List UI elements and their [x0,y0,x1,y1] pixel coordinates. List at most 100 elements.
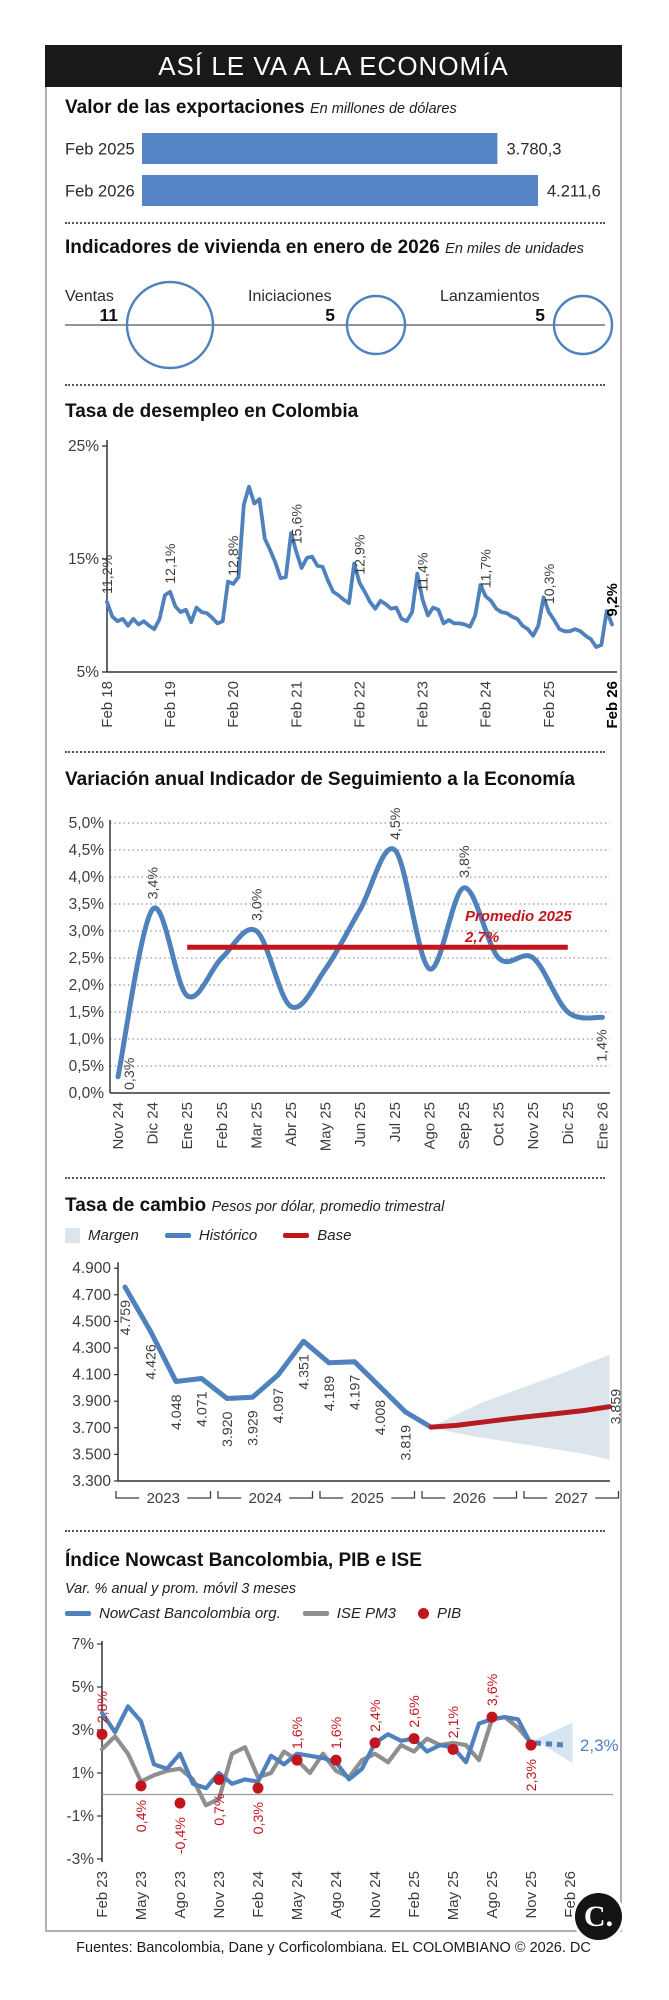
svg-text:Abr 25: Abr 25 [283,1102,300,1146]
svg-text:11,7%: 11,7% [479,549,495,589]
svg-text:4.211,6: 4.211,6 [547,183,601,201]
fx-legend-margen-label: Margen [88,1227,139,1244]
svg-text:12,8%: 12,8% [226,535,242,576]
svg-text:-0,4%: -0,4% [173,1817,189,1854]
ise-line-chart: 5,0% 4,5% 4,0% 3,5% 3,0% 2,5% 2,0% 1,5% 1,0% 0,5%… [69,807,612,1151]
pib-dot-swatch [417,1608,429,1619]
svg-text:Ene 26: Ene 26 [594,1102,611,1150]
svg-text:-1%: -1% [66,1808,94,1825]
svg-text:0,0%: 0,0% [69,1085,105,1102]
svg-text:Ventas: Ventas [65,288,114,305]
svg-text:2024: 2024 [249,1490,282,1507]
svg-text:Jun 25: Jun 25 [352,1102,369,1147]
nowcast-legend-ise-label: ISE PM3 [336,1605,396,1622]
svg-text:May 23: May 23 [133,1871,150,1920]
svg-text:Promedio 2025: Promedio 2025 [465,908,572,925]
ise-title: Variación anual Indicador de Seguimiento… [65,769,575,790]
nowcast-line-swatch [65,1611,91,1616]
svg-text:3,0%: 3,0% [249,888,265,921]
svg-text:4.300: 4.300 [72,1340,111,1357]
svg-text:3,8%: 3,8% [457,845,473,878]
nowcast-legend-pib: PIB [417,1605,462,1622]
svg-text:2,0%: 2,0% [69,977,105,994]
svg-text:3,4%: 3,4% [146,867,162,900]
svg-text:4,5%: 4,5% [388,807,404,840]
svg-text:12,1%: 12,1% [163,543,179,584]
svg-text:Nov 23: Nov 23 [211,1871,228,1919]
svg-text:2025: 2025 [351,1490,384,1507]
separator [65,1530,605,1532]
svg-text:4.097: 4.097 [271,1388,287,1424]
svg-text:5: 5 [535,305,545,325]
svg-text:Feb 22: Feb 22 [351,681,368,728]
exports-subtitle: En millones de dólares [310,101,457,117]
svg-text:Ago 23: Ago 23 [172,1871,189,1919]
svg-text:4.189: 4.189 [322,1376,338,1412]
svg-text:4.900: 4.900 [72,1260,111,1277]
separator [65,1177,605,1179]
fx-title: Tasa de cambio [65,1195,207,1216]
nowcast-legend-pib-label: PIB [436,1605,462,1622]
nowcast-legend-nowcast-label: NowCast Bancolombia org. [99,1605,281,1622]
svg-text:0,3%: 0,3% [251,1802,267,1835]
svg-text:Feb 20: Feb 20 [225,681,242,728]
svg-text:3.920: 3.920 [220,1411,236,1447]
svg-text:9,2%: 9,2% [605,583,621,616]
svg-text:Jul 25: Jul 25 [387,1102,404,1142]
svg-text:Mar 25: Mar 25 [248,1102,265,1149]
svg-text:0,7%: 0,7% [212,1793,228,1826]
fx-legend-base-label: Base [317,1227,352,1244]
unemployment-line-chart: 25% 15% 5%Feb 18 Feb 19 Feb 20 Feb 21 Feb 22 Fe… [68,438,621,729]
fx-line-chart: 4.900 4.700 4.500 4.300 4.100 3.900 3.700 3.500… [72,1260,624,1507]
svg-text:11: 11 [100,305,119,325]
svg-text:11,4%: 11,4% [416,552,432,592]
svg-text:25%: 25% [68,438,99,455]
svg-text:May 25: May 25 [318,1102,335,1151]
svg-text:5: 5 [325,305,335,325]
svg-text:Lanzamientos: Lanzamientos [440,288,540,305]
svg-text:Feb 24: Feb 24 [478,681,495,728]
base-line-swatch [283,1233,310,1238]
svg-text:-3%: -3% [66,1851,94,1868]
svg-text:12,9%: 12,9% [352,534,368,575]
nowcast-line-chart: 7% 5% 3% 1% -1% -3% 2,3% 2,8% 0,4% -0,4% 0,7% 0,3% 1… [66,1636,619,1920]
svg-text:11,2%: 11,2% [100,554,116,594]
separator [65,751,605,753]
svg-text:Ago 24: Ago 24 [328,1871,345,1919]
svg-text:10,3%: 10,3% [542,563,558,604]
svg-text:15%: 15% [68,551,99,568]
unemployment-title: Tasa de desempleo en Colombia [65,401,359,422]
svg-text:7%: 7% [72,1636,95,1653]
svg-text:2,7%: 2,7% [464,929,499,946]
svg-text:Nov 24: Nov 24 [110,1102,127,1150]
svg-text:0,4%: 0,4% [134,1800,150,1833]
svg-text:Feb 2025: Feb 2025 [65,141,135,159]
svg-text:4.048: 4.048 [169,1394,185,1430]
svg-text:3.300: 3.300 [72,1473,111,1490]
svg-text:5%: 5% [77,664,100,681]
svg-text:1%: 1% [72,1765,95,1782]
svg-text:3,0%: 3,0% [69,923,105,940]
svg-text:4.100: 4.100 [72,1367,111,1384]
separator [65,384,605,386]
svg-text:Feb 25: Feb 25 [214,1102,231,1149]
nowcast-legend-nowcast: NowCast Bancolombia org. [65,1605,281,1622]
fx-subtitle: Pesos por dólar, promedio trimestral [211,1199,445,1215]
svg-text:1,6%: 1,6% [290,1716,306,1749]
svg-text:2,6%: 2,6% [407,1695,423,1728]
page-title: ASÍ LE VA A LA ECONOMÍA [158,50,509,81]
ise-pm3-line-swatch [302,1611,329,1616]
svg-text:Sep 25: Sep 25 [456,1102,473,1150]
svg-text:2,3%: 2,3% [580,1736,619,1755]
svg-text:Nov 25: Nov 25 [525,1102,542,1150]
svg-text:Feb 18: Feb 18 [99,681,116,728]
svg-text:4.008: 4.008 [373,1400,389,1436]
svg-text:Feb 25: Feb 25 [541,681,558,728]
svg-text:Feb 23: Feb 23 [94,1871,111,1918]
svg-text:1,0%: 1,0% [69,1031,105,1048]
svg-text:May 25: May 25 [445,1871,462,1920]
housing-title: Indicadores de vivienda en enero de 2026 [65,237,440,258]
outer-frame [45,45,622,1932]
svg-text:Nov 25: Nov 25 [523,1871,540,1919]
